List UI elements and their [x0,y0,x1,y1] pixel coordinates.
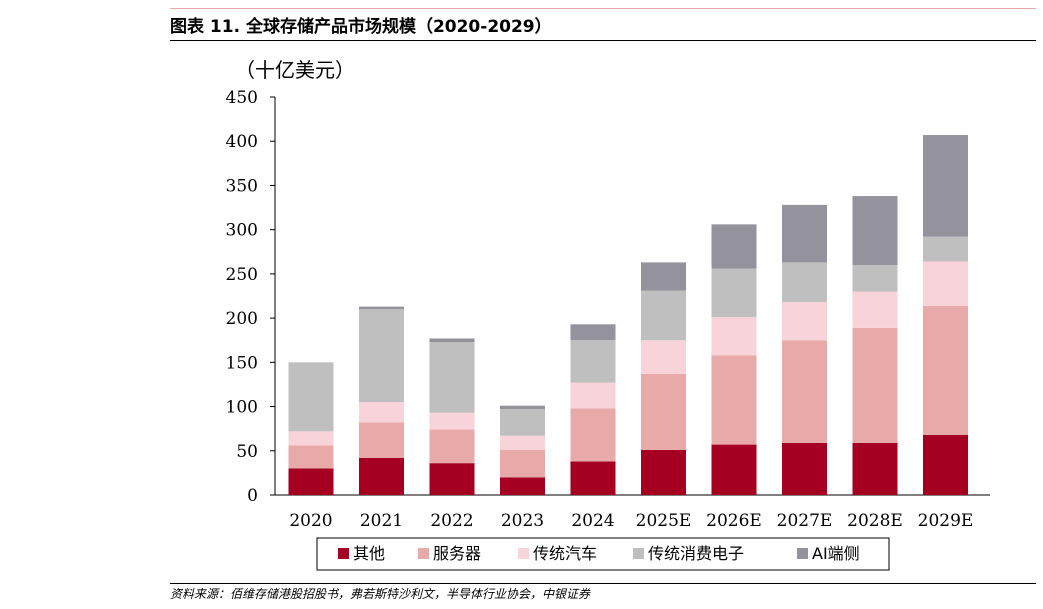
y-tick-label: 450 [226,88,258,108]
x-tick-label: 2025E [636,511,692,531]
legend-label: 服务器 [433,544,481,563]
bar-segment [641,373,686,450]
bar-segment [359,422,404,458]
figure-title: 图表 11. 全球存储产品市场规模（2020-2029） [170,17,552,37]
y-unit-label: （十亿美元） [235,58,355,82]
bar-segment [500,405,545,410]
legend-box [316,537,890,571]
bar-segment [570,382,616,409]
bar-segment [500,435,545,450]
x-tick-label: 2027E [777,511,833,531]
bar-segment [782,302,827,341]
bar-segment [500,449,545,478]
bar-segment [429,412,475,430]
bar-segment [500,477,545,495]
bar-segment [359,457,404,495]
legend-label: AI端侧 [812,544,860,563]
bar-segment [641,262,686,291]
bar-segment [288,431,334,446]
legend-swatch [633,548,644,559]
legend-label: 其他 [353,544,385,563]
source-rule [170,583,1036,584]
x-tick-label: 2020 [289,511,332,531]
bar-segment [570,324,616,341]
bar-segment [429,338,475,342]
bar-segment [641,290,686,341]
x-tick-label: 2023 [501,511,544,531]
x-tick-label: 2022 [430,511,473,531]
bar-segment [852,327,898,443]
bar-segment [641,449,686,495]
bar-segment [359,306,404,310]
y-tick-label: 150 [226,353,258,373]
bar-segment [852,265,898,292]
title-rule [170,40,1036,41]
bar-segment [923,236,968,262]
y-tick-label: 50 [236,442,258,462]
bar-segment [570,461,616,495]
bar-segment [711,317,757,356]
y-tick-label: 350 [226,176,258,196]
legend-swatch [338,548,349,559]
bar-segment [711,444,757,495]
bar-segment [923,434,968,495]
bar-segment [359,309,404,403]
bar-segment [711,355,757,445]
legend-label: 传统汽车 [533,544,597,563]
bar-segment [359,402,404,423]
bar-segment [923,261,968,306]
bar-segment [711,224,757,269]
bar-segment [923,135,968,237]
legend-swatch [518,548,529,559]
bar-segment [852,196,898,266]
bar-segment [500,409,545,436]
bar-segment [782,340,827,443]
bar-segment [429,341,475,413]
header-top-rule [170,8,1036,9]
bar-segment [923,305,968,435]
bar-segment [782,262,827,303]
bar-segment [782,204,827,263]
bar-segment [288,445,334,469]
bar-segment [288,362,334,432]
y-tick-label: 100 [226,398,258,418]
x-tick-label: 2021 [360,511,403,531]
x-tick-label: 2029E [918,511,974,531]
bar-segment [641,340,686,374]
x-tick-label: 2028E [847,511,903,531]
bar-segment [429,463,475,495]
bar-segment [570,340,616,383]
y-tick-label: 200 [226,309,258,329]
bar-segment [782,442,827,495]
bar-segment [711,268,757,318]
bar-segment [852,442,898,495]
y-tick-label: 250 [226,265,258,285]
source-note: 资料来源：佰维存储港股招股书，弗若斯特沙利文，半导体行业协会，中银证券 [170,587,591,601]
legend-swatch [418,548,429,559]
legend-label: 传统消费电子 [648,544,744,563]
x-tick-label: 2026E [706,511,762,531]
x-tick-label: 2024 [571,511,614,531]
bar-segment [570,408,616,462]
legend-swatch [797,548,808,559]
y-tick-label: 300 [226,221,258,241]
y-tick-label: 400 [226,132,258,152]
bar-segment [852,291,898,328]
bar-segment [288,468,334,495]
bar-segment [429,429,475,464]
y-tick-label: 0 [247,486,258,506]
